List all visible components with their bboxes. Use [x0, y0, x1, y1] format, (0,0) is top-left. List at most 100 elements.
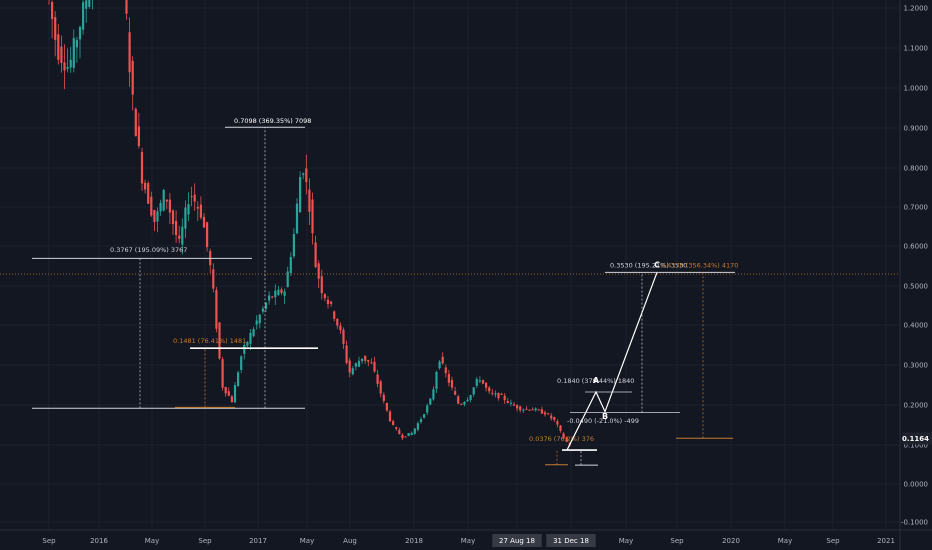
- candle-body: [376, 374, 379, 384]
- candle-body: [261, 308, 264, 312]
- y-tick-label: 0.4000: [904, 322, 929, 330]
- candle-body: [469, 395, 472, 400]
- candle-body: [472, 387, 475, 395]
- candle-body: [522, 409, 525, 411]
- candle-body: [243, 344, 246, 354]
- candle-body: [413, 428, 416, 434]
- y-axis: 1.2000 1.1000 1.0000 0.9000 0.8000 0.7000 0.60…: [901, 5, 932, 527]
- measure-label: 0.3530 (195.21%) 3530: [610, 262, 687, 270]
- candle-body: [528, 409, 531, 411]
- candle-body: [215, 289, 218, 329]
- candle-body: [370, 362, 373, 364]
- candle-body: [364, 355, 367, 361]
- candle-body: [485, 382, 488, 388]
- candles-layer: [48, 0, 571, 447]
- x-tick-label-highlight: 31 Dec 18: [553, 537, 589, 545]
- candle-body: [289, 256, 292, 273]
- candle-body: [565, 437, 568, 442]
- candle-body: [212, 269, 215, 289]
- y-tick-label: 1.2000: [904, 5, 929, 13]
- candle-body: [72, 38, 75, 68]
- orange-label: 0.4170 (356.34%) 4170: [661, 262, 738, 270]
- candle-body: [280, 289, 283, 294]
- x-tick-label: 2021: [877, 537, 895, 545]
- candle-body: [196, 207, 199, 209]
- candle-body: [249, 332, 252, 344]
- candle-body: [125, 0, 128, 14]
- measure-label: 0.7098 (369.35%) 7098: [234, 117, 311, 125]
- candle-body: [187, 204, 190, 215]
- candle-body: [311, 199, 314, 234]
- candle-body: [447, 373, 450, 383]
- candle-body: [330, 301, 333, 304]
- candle-body: [308, 189, 311, 212]
- candle-body: [553, 417, 556, 420]
- wave-label-a: A: [593, 376, 600, 385]
- candle-body: [512, 404, 516, 406]
- candle-body: [60, 46, 63, 63]
- candle-body: [481, 379, 485, 384]
- y-tick-label: -0.1000: [901, 519, 928, 527]
- measure-label: 0.3767 (195.09%) 3767: [110, 246, 187, 254]
- y-tick-label: 0.0000: [904, 481, 929, 489]
- candle-body: [463, 401, 466, 405]
- candle-body: [184, 207, 187, 229]
- candle-body: [246, 341, 249, 346]
- candle-body: [140, 152, 144, 184]
- x-tick-label: 2017: [249, 537, 267, 545]
- candle-body: [274, 290, 277, 298]
- x-axis: Sep 2016 May Sep 2017 May Aug 2018 May 27 Aug 18 3…: [42, 534, 895, 547]
- candle-body: [168, 199, 171, 213]
- x-tick-label: Sep: [42, 537, 56, 545]
- candle-body: [491, 392, 494, 394]
- candle-body: [233, 385, 237, 403]
- candle-body: [131, 60, 134, 95]
- candle-body: [450, 379, 454, 388]
- candle-body: [398, 429, 401, 435]
- candle-body: [230, 396, 233, 403]
- wave-label-c: C: [654, 261, 660, 270]
- candle-body: [357, 360, 361, 367]
- candle-body: [488, 387, 491, 392]
- candle-body: [240, 356, 243, 370]
- orange-label: 0.0376 (76.2%) 376: [529, 435, 594, 443]
- candle-body: [506, 400, 509, 403]
- measure-label: -0.0490 (-21.0%) -499: [567, 417, 639, 425]
- candle-body: [348, 360, 351, 373]
- x-tick-label: May: [619, 537, 633, 545]
- candle-body: [500, 393, 503, 395]
- candle-body: [218, 322, 221, 359]
- candle-body: [237, 372, 240, 386]
- candle-body: [547, 413, 550, 415]
- candle-body: [51, 1, 54, 20]
- candle-body: [333, 311, 336, 319]
- candle-body: [351, 368, 354, 375]
- candle-body: [302, 173, 305, 176]
- candle-body: [562, 433, 565, 439]
- candle-body: [354, 363, 357, 367]
- candle-body: [66, 67, 69, 69]
- candle-body: [543, 412, 547, 415]
- drawing-tools-layer: 0.7098 (369.35%) 7098 0.3767 (195.09%) 37…: [0, 117, 900, 466]
- y-tick-label: 0.8000: [904, 165, 929, 173]
- candle-body: [286, 271, 289, 288]
- x-tick-label: 2016: [90, 537, 108, 545]
- candle-body: [426, 405, 429, 413]
- candle-body: [401, 434, 404, 439]
- candle-body: [410, 432, 413, 436]
- candle-body: [475, 378, 478, 386]
- candle-body: [159, 202, 162, 212]
- x-tick-label: Sep: [198, 537, 212, 545]
- x-tick-label: Aug: [343, 537, 357, 545]
- candle-body: [388, 411, 392, 422]
- y-tick-label: 0.6000: [904, 243, 929, 251]
- orange-label: 0.1481 (76.41%) 1481: [173, 337, 246, 345]
- wave-label-b: B: [602, 412, 608, 421]
- candle-body: [494, 393, 497, 395]
- x-highlight-box: [546, 534, 596, 547]
- candle-body: [326, 299, 330, 305]
- candle-body: [531, 409, 534, 411]
- candle-body: [317, 263, 320, 279]
